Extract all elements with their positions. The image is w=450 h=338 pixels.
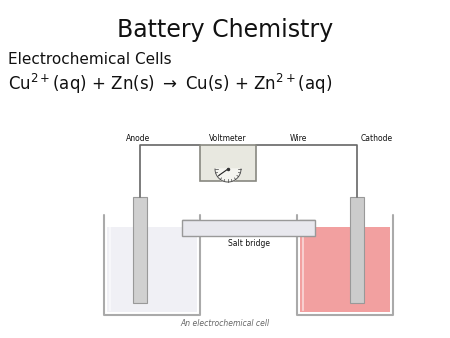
- FancyBboxPatch shape: [200, 145, 256, 181]
- Text: Voltmeter: Voltmeter: [209, 134, 247, 143]
- Text: Anode: Anode: [126, 134, 150, 143]
- Text: Cu$^{2+}$(aq) + Zn(s) $\rightarrow$ Cu(s) + Zn$^{2+}$(aq): Cu$^{2+}$(aq) + Zn(s) $\rightarrow$ Cu(s…: [8, 72, 332, 96]
- Polygon shape: [215, 169, 241, 182]
- Text: Battery Chemistry: Battery Chemistry: [117, 18, 333, 42]
- Text: Electrochemical Cells: Electrochemical Cells: [8, 52, 171, 67]
- Text: Cathode: Cathode: [361, 134, 393, 143]
- Polygon shape: [350, 197, 364, 303]
- Text: Salt bridge: Salt bridge: [228, 239, 270, 248]
- Polygon shape: [107, 227, 197, 312]
- Polygon shape: [182, 220, 315, 236]
- Text: An electrochemical cell: An electrochemical cell: [180, 319, 270, 328]
- Polygon shape: [300, 227, 390, 312]
- Polygon shape: [133, 197, 147, 303]
- Text: Wire: Wire: [290, 134, 307, 143]
